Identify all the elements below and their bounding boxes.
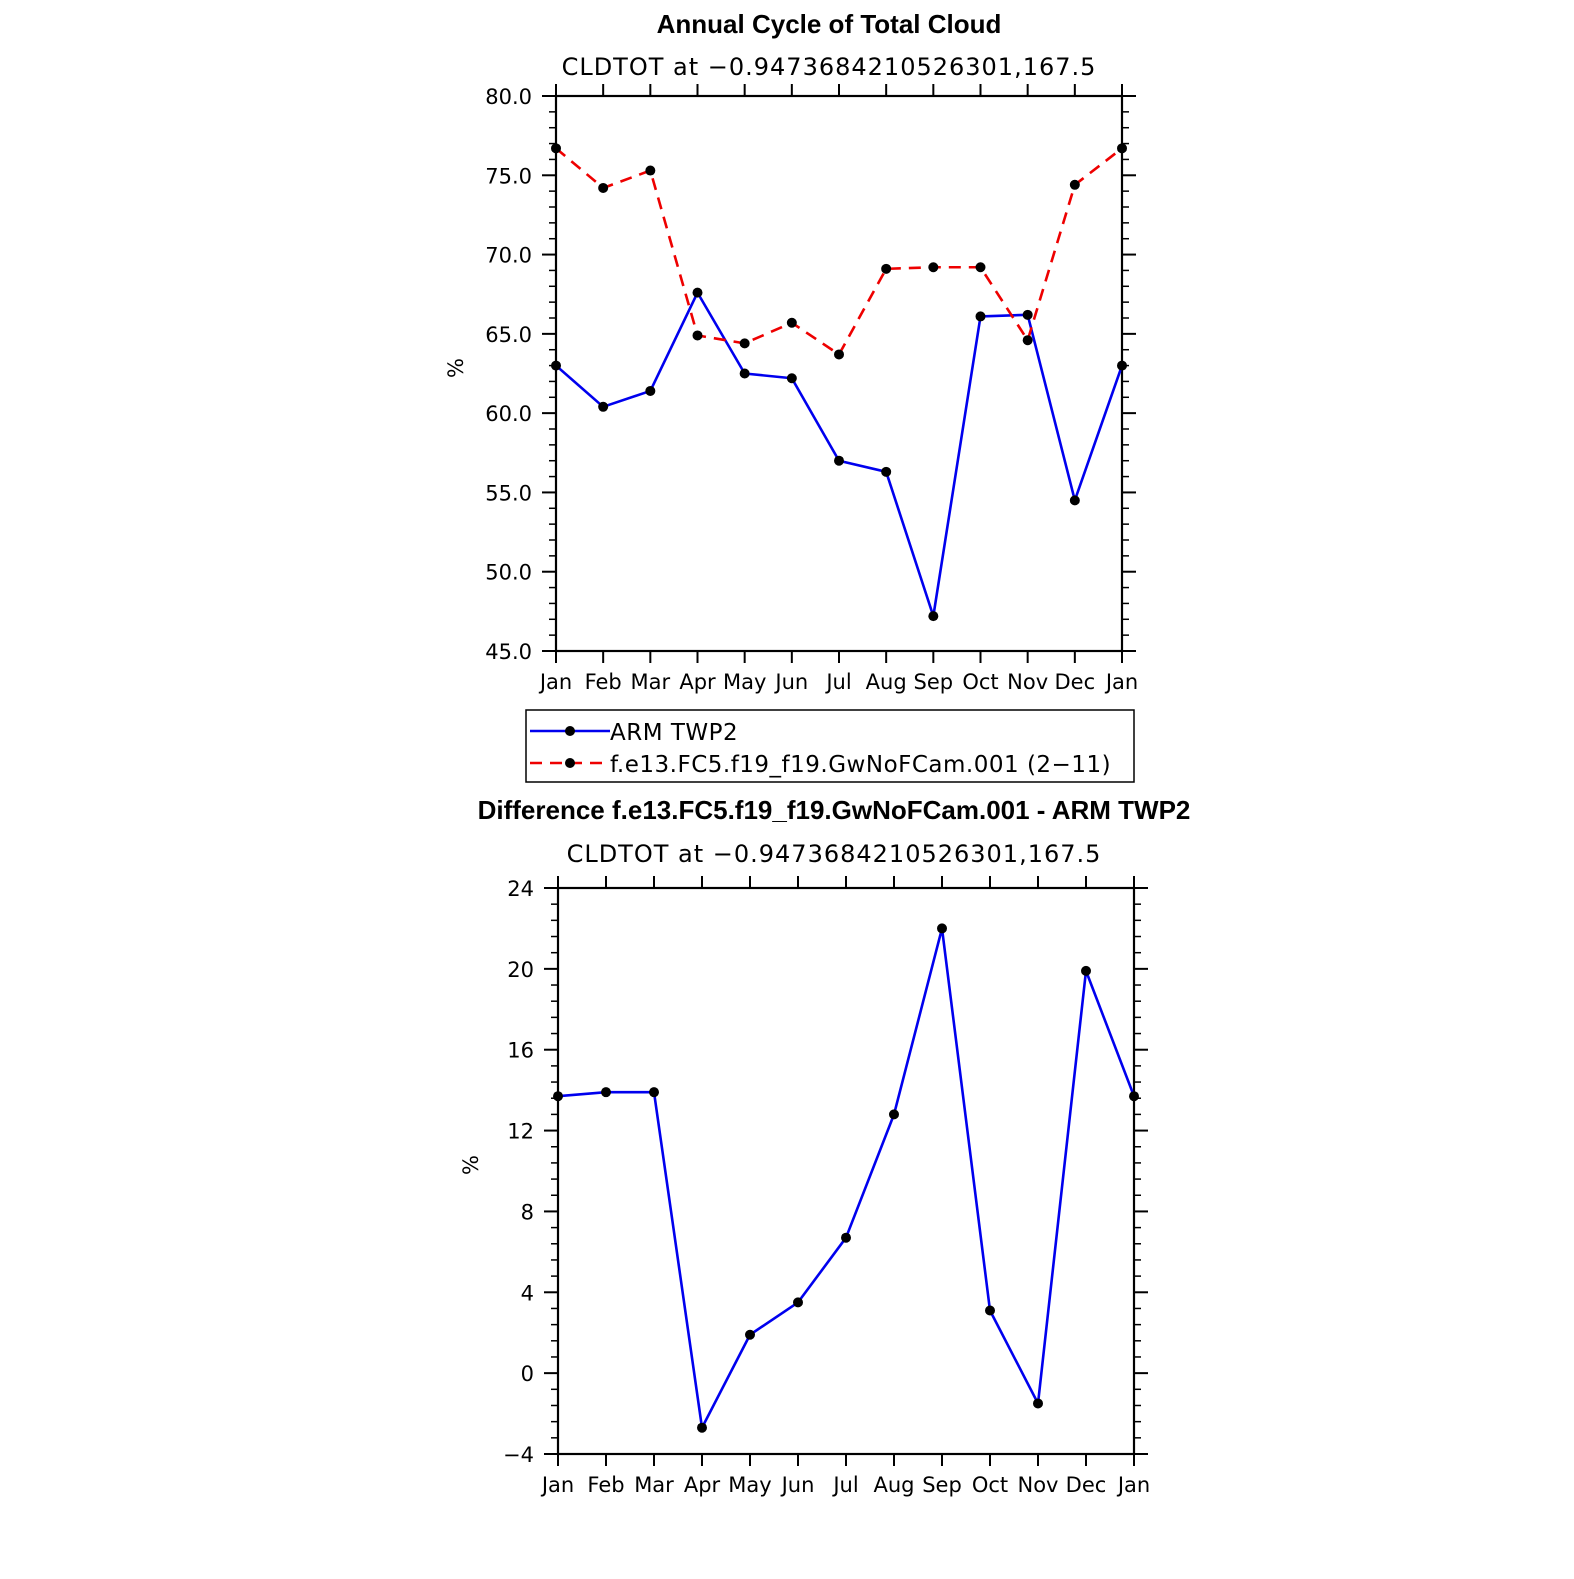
chart2-data-point — [793, 1297, 803, 1308]
chart1-plot-frame — [554, 94, 1124, 653]
chart1-x-tick-label: Aug — [866, 670, 907, 694]
chart1-series-line-1 — [555, 147, 1123, 356]
chart1-data-point — [786, 373, 797, 384]
chart1-data-point — [551, 360, 561, 371]
chart2-data-point — [1129, 1091, 1139, 1102]
chart1-x-tick-label: Sep — [914, 670, 954, 694]
chart2-x-tick-label: Dec — [1066, 1473, 1107, 1497]
legend-marker-model — [565, 758, 575, 768]
chart1-data-point — [645, 385, 656, 396]
chart2-x-tick-label: Apr — [684, 1473, 721, 1497]
chart1-x-tick-label: Jan — [1104, 670, 1138, 694]
chart1-data-point — [975, 262, 986, 273]
chart1-data-point — [975, 311, 986, 322]
chart2-y-tick-label: 0 — [521, 1362, 534, 1386]
chart1-y-tick-label: 75.0 — [485, 164, 532, 188]
chart2-data-point — [553, 1091, 563, 1102]
chart1-data-point — [1022, 335, 1033, 346]
legend-marker-arm — [565, 726, 575, 736]
legend-label-arm: ARM TWP2 — [610, 720, 738, 746]
legend-label-model: f.e13.FC5.f19_f19.GwNoFCam.001 (2−11) — [610, 752, 1111, 778]
chart2-subtitle: CLDTOT at −0.9473684210526301,167.5 — [567, 840, 1102, 868]
chart2-y-tick-label: 4 — [521, 1281, 534, 1305]
chart2-x-tick-label: Jun — [780, 1473, 815, 1497]
chart1-x-tick-label: Nov — [1007, 670, 1048, 694]
chart1-y-tick-label: 80.0 — [485, 85, 532, 109]
chart1-y-axis-label: % — [444, 358, 468, 378]
chart1-data-point — [739, 338, 750, 349]
chart2-x-tick-label: Oct — [972, 1473, 1008, 1497]
chart2-data-point — [841, 1232, 851, 1243]
chart1-data-point — [739, 368, 750, 379]
chart2-x-tick-label: Sep — [922, 1473, 962, 1497]
chart2-x-tick-label: Mar — [634, 1473, 674, 1497]
chart2-x-tick-label: May — [728, 1473, 771, 1497]
chart1-x-tick-label: Mar — [631, 670, 671, 694]
chart2-data-point — [937, 923, 947, 934]
chart2-data-point — [697, 1422, 707, 1433]
chart1-data-point — [692, 287, 703, 298]
chart1-subtitle: CLDTOT at −0.9473684210526301,167.5 — [562, 53, 1097, 81]
chart2-x-tick-label: Aug — [873, 1473, 914, 1497]
chart1-data-point — [928, 262, 939, 273]
chart1-x-tick-label: Dec — [1055, 670, 1096, 694]
chart2-x-tick-label: Nov — [1018, 1473, 1059, 1497]
chart1-y-tick-label: 65.0 — [485, 323, 532, 347]
chart2-x-tick-label: Jul — [831, 1473, 858, 1497]
chart1-data-point — [834, 349, 844, 360]
chart1-x-tick-label: Jun — [773, 670, 808, 694]
chart2-y-tick-label: 16 — [507, 1039, 534, 1063]
chart1-title: Annual Cycle of Total Cloud — [657, 9, 1002, 39]
chart1-data-point — [598, 182, 609, 193]
chart1-x-tick-label: Apr — [679, 670, 716, 694]
chart2-y-tick-label: 8 — [521, 1200, 534, 1224]
chart1-data-point — [1022, 309, 1033, 320]
chart1-data-point — [881, 466, 892, 477]
chart1-y-tick-label: 50.0 — [485, 561, 532, 585]
chart2-data-point — [1081, 965, 1091, 976]
chart2-data-point — [889, 1109, 899, 1120]
legend-box — [525, 709, 1135, 783]
chart1-y-tick-label: 60.0 — [485, 402, 532, 426]
chart1-data-point — [645, 165, 656, 176]
chart2-y-axis-label: % — [459, 1155, 483, 1175]
chart2-data-point — [1033, 1398, 1043, 1409]
chart2-y-tick-label: −4 — [503, 1443, 534, 1467]
chart1-data-point — [1117, 360, 1127, 371]
chart2-plot-frame — [556, 886, 1136, 1456]
chart1-data-point — [786, 317, 797, 328]
chart1-data-point — [1069, 495, 1080, 506]
chart2-data-point — [601, 1087, 611, 1098]
chart2-x-tick-label: Feb — [587, 1473, 624, 1497]
chart2-data-point — [745, 1329, 755, 1340]
chart2-data-point — [985, 1305, 995, 1316]
chart1-data-point — [881, 263, 892, 274]
chart1-x-tick-label: Jul — [824, 670, 851, 694]
chart2-data-point — [649, 1087, 659, 1098]
chart2-y-tick-label: 24 — [507, 877, 534, 901]
chart1-x-tick-label: Feb — [585, 670, 622, 694]
chart1-data-point — [834, 455, 844, 466]
chart1-series-line-0 — [555, 291, 1124, 618]
chart2-x-tick-label: Jan — [540, 1473, 574, 1497]
chart1-x-tick-label: May — [723, 670, 766, 694]
chart1-data-point — [928, 611, 939, 622]
chart1-data-point — [1069, 179, 1080, 190]
chart1-y-tick-label: 70.0 — [485, 244, 532, 268]
chart2-title: Difference f.e13.FC5.f19_f19.GwNoFCam.00… — [478, 795, 1191, 825]
chart2-y-tick-label: 20 — [507, 958, 534, 982]
chart1-data-point — [598, 401, 609, 412]
chart1-data-point — [1117, 143, 1127, 154]
chart2-y-tick-label: 12 — [507, 1120, 534, 1144]
chart1-data-point — [692, 330, 703, 341]
chart1-y-tick-label: 55.0 — [485, 481, 532, 505]
chart1-data-point — [551, 143, 561, 154]
chart2-x-tick-label: Jan — [1116, 1473, 1150, 1497]
chart2-series-line-0 — [557, 927, 1136, 1430]
chart1-y-tick-label: 45.0 — [485, 640, 532, 664]
chart1-x-tick-label: Oct — [962, 670, 998, 694]
chart1-legend: ARM TWP2 f.e13.FC5.f19_f19.GwNoFCam.001 … — [525, 709, 1135, 783]
chart1-x-tick-label: Jan — [538, 670, 572, 694]
